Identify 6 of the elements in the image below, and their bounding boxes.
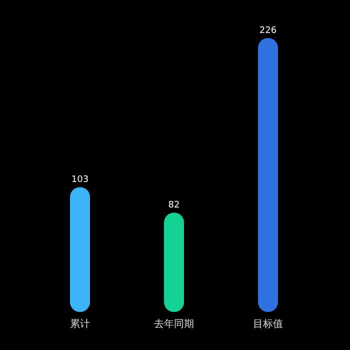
- data-label: 226: [259, 26, 277, 36]
- x-tick-label: 去年同期: [154, 318, 194, 330]
- x-tick-label: 目标值: [253, 318, 283, 330]
- x-tick-label: 累计: [70, 318, 90, 330]
- data-label: 103: [71, 175, 89, 186]
- data-label: 82: [168, 200, 180, 211]
